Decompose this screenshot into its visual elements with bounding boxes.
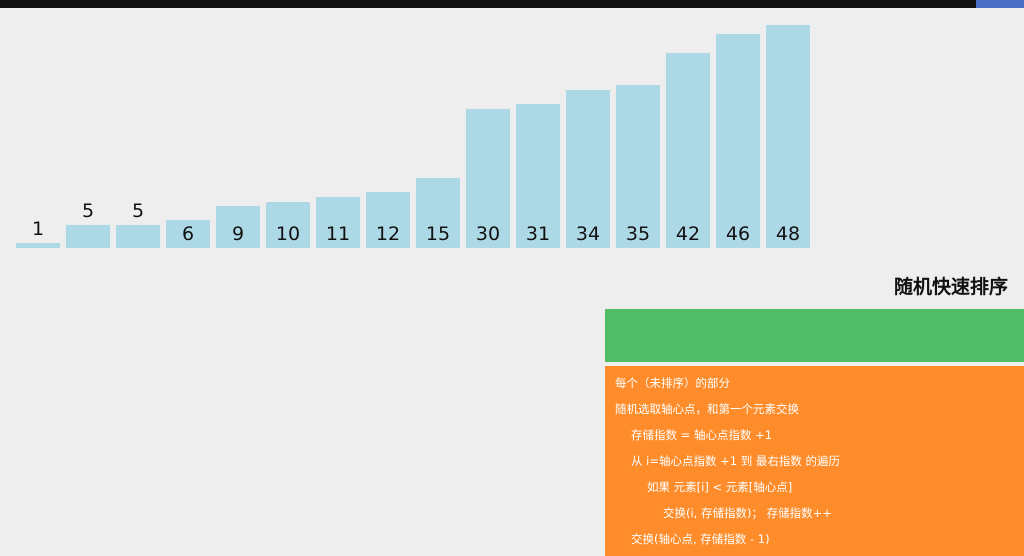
array-bar-value: 6 xyxy=(181,223,195,245)
array-bar xyxy=(16,243,60,248)
array-bar-value: 5 xyxy=(131,199,145,222)
array-bar xyxy=(166,220,210,248)
status-panel xyxy=(605,309,1024,362)
array-bar xyxy=(66,224,110,248)
array-bar xyxy=(616,85,660,248)
pseudocode-line: 每个（未排序）的部分 xyxy=(615,376,730,390)
array-bar-value: 48 xyxy=(775,223,801,245)
array-bar xyxy=(516,103,560,248)
array-bar xyxy=(316,196,360,248)
array-bar xyxy=(466,108,510,248)
array-bar-value: 1 xyxy=(31,218,45,241)
array-bar-value: 34 xyxy=(575,223,601,245)
array-bar xyxy=(566,89,610,248)
pseudocode-line: 存储指数 = 轴心点指数 +1 xyxy=(631,428,773,442)
array-bar xyxy=(416,178,460,248)
pseudocode-line: 如果 元素[i] < 元素[轴心点] xyxy=(647,480,793,494)
array-bar-chart: 1 5 5 6 9 10 11 12 15 30 31 34 35 42 46 48 xyxy=(0,0,1024,260)
array-bar-value: 46 xyxy=(725,223,751,245)
pseudocode-line: 交换(轴心点, 存储指数 - 1) xyxy=(631,532,770,546)
array-bar-value: 5 xyxy=(81,199,95,222)
array-bar-value: 30 xyxy=(475,223,501,245)
array-bar-value: 9 xyxy=(231,223,245,245)
array-bar xyxy=(116,224,160,248)
array-bar-value: 11 xyxy=(325,223,351,245)
array-bar-value: 10 xyxy=(275,223,301,245)
array-bar-value: 15 xyxy=(425,223,451,245)
top-bar xyxy=(0,0,1024,8)
array-bar xyxy=(216,206,260,248)
array-bar xyxy=(366,192,410,248)
array-bar-value: 35 xyxy=(625,223,651,245)
array-bar-value: 31 xyxy=(525,223,551,245)
pseudocode-line: 交换(i, 存储指数)； 存储指数++ xyxy=(663,506,832,520)
array-bar xyxy=(266,201,310,248)
array-bar-value: 12 xyxy=(375,223,401,245)
pseudocode-line: 从 i=轴心点指数 +1 到 最右指数 的遍历 xyxy=(631,454,841,468)
array-bar xyxy=(766,24,810,248)
pseudocode-line: 随机选取轴心点，和第一个元素交换 xyxy=(615,402,799,416)
array-bar xyxy=(716,34,760,248)
array-bar xyxy=(666,52,710,248)
array-bar-value: 42 xyxy=(675,223,701,245)
pseudocode-panel: 每个（未排序）的部分随机选取轴心点，和第一个元素交换存储指数 = 轴心点指数 +… xyxy=(605,366,1024,556)
page-title: 随机快速排序 xyxy=(893,276,1008,298)
top-bar-accent xyxy=(976,0,1024,8)
